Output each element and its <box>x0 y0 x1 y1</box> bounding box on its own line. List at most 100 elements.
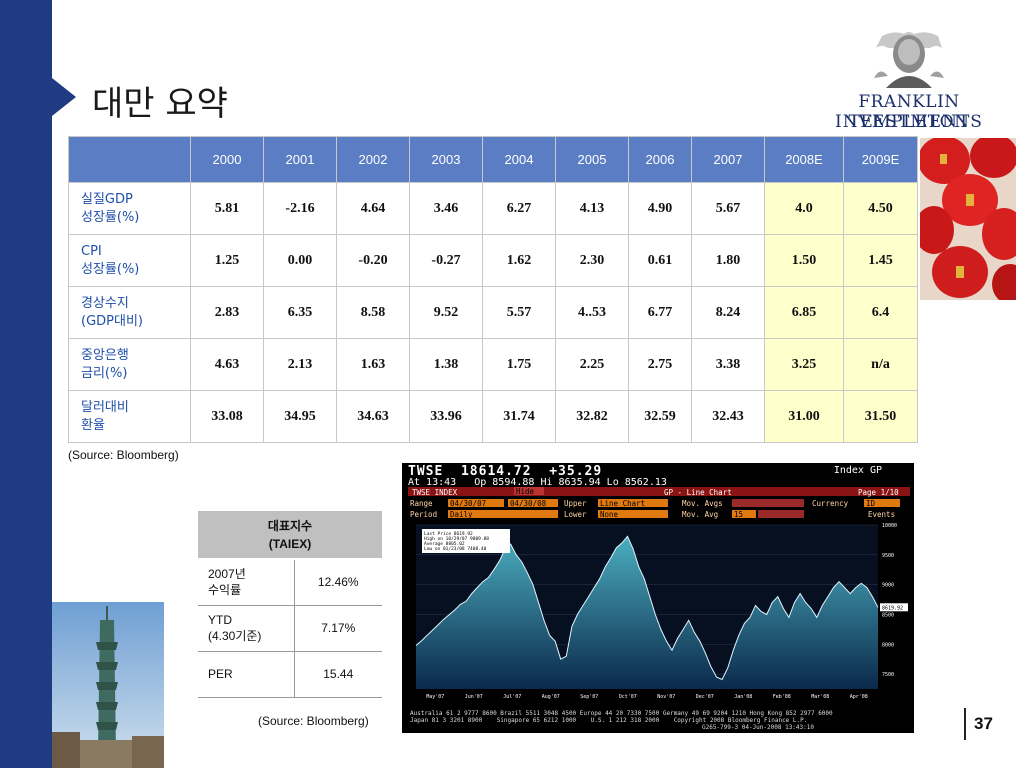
table-row: YTD (4.30기준) 7.17% <box>198 605 382 652</box>
table-cell-estimate: 6.85 <box>764 286 844 339</box>
taiex-row-label: PER <box>198 651 295 698</box>
x-tick-label: Feb'08 <box>773 694 791 700</box>
bb-period-select[interactable]: Daily <box>448 510 558 518</box>
table-cell-estimate: 4.0 <box>764 182 844 235</box>
table-row: PER 15.44 <box>198 651 382 698</box>
table-cell: -2.16 <box>263 182 337 235</box>
logo-line-2: INVESTMENTS <box>835 112 983 132</box>
chart-legend-box <box>422 529 510 553</box>
row-label: 실질GDP 성장률(%) <box>68 182 191 235</box>
x-tick-label: Nov'07 <box>657 694 675 700</box>
table-cell: 2.83 <box>190 286 264 339</box>
bb-mov-avgs-field[interactable] <box>732 499 804 507</box>
bb-range-label: Range <box>410 499 433 508</box>
bb-quote-line: At 13:43 Op 8594.88 Hi 8635.94 Lo 8562.1… <box>408 477 667 488</box>
bb-range-from[interactable]: 04/30/07 <box>448 499 504 507</box>
table-cell: 2.75 <box>628 338 692 391</box>
table-cell: 1.75 <box>482 338 556 391</box>
bb-range-to[interactable]: 04/30/08 <box>508 499 558 507</box>
x-tick-label: Jun'07 <box>465 694 483 700</box>
table-cell-estimate: 6.4 <box>843 286 918 339</box>
taiex-header-row: 대표지수 (TAIEX) <box>198 511 382 560</box>
x-tick-label: Jul'07 <box>503 694 521 700</box>
taiex-header: 대표지수 (TAIEX) <box>198 511 382 560</box>
x-tick-label: Mar'08 <box>811 694 829 700</box>
y-tick-label: 10000 <box>882 523 897 529</box>
bb-mov-avgs-label: Mov. Avgs <box>682 499 723 508</box>
table-cell: 34.63 <box>336 390 410 443</box>
year-header: 2007 <box>691 136 765 183</box>
table-cell: 0.61 <box>628 234 692 287</box>
table-header-row: 2000 2001 2002 2003 2004 2005 2006 2007 … <box>68 136 918 183</box>
table-cell-estimate: 3.25 <box>764 338 844 391</box>
page-number-separator <box>964 708 966 740</box>
bb-mov-avg-label: Mov. Avg <box>682 510 719 519</box>
x-tick-label: Jan'08 <box>734 694 752 700</box>
row-label: 경상수지 (GDP대비) <box>68 286 191 339</box>
year-header: 2008E <box>764 136 844 183</box>
source-note-top: (Source: Bloomberg) <box>68 448 179 462</box>
table-row: CPI 성장률(%) 1.25 0.00 -0.20 -0.27 1.62 2.3… <box>68 234 918 287</box>
table-cell: 1.62 <box>482 234 556 287</box>
table-cell: 3.38 <box>691 338 765 391</box>
year-header: 2000 <box>190 136 264 183</box>
taiex-row-label: 2007년 수익률 <box>198 559 295 606</box>
table-cell: 6.27 <box>482 182 556 235</box>
bb-mov-avg-field[interactable]: 15 <box>732 510 756 518</box>
table-cell: 8.58 <box>336 286 410 339</box>
row-label: CPI 성장률(%) <box>68 234 191 287</box>
bb-index-label: Index GP <box>833 465 882 476</box>
table-cell: 1.80 <box>691 234 765 287</box>
bb-lower-label: Lower <box>564 510 587 519</box>
source-note-bottom: (Source: Bloomberg) <box>258 714 369 728</box>
table-cell-estimate: 31.50 <box>843 390 918 443</box>
bb-lower-select[interactable]: None <box>598 510 668 518</box>
bb-footer-line: G265-799-3 04-Jun-2008 13:43:10 <box>702 724 814 731</box>
economic-summary-table: 2000 2001 2002 2003 2004 2005 2006 2007 … <box>68 136 918 443</box>
last-price-tag <box>880 603 908 612</box>
last-price-tag-text: 8619.92 <box>882 605 903 611</box>
taiex-summary-table: 대표지수 (TAIEX) 2007년 수익률 12.46% YTD (4.30기준) … <box>198 511 382 698</box>
legend-row: Low on 01/23/08 7408.40 <box>424 546 487 552</box>
bb-ticker-line: TWSE 18614.72 +35.29 <box>408 464 603 479</box>
bb-hide-button[interactable]: Hide <box>514 487 544 495</box>
table-cell: 32.59 <box>628 390 692 443</box>
price-area <box>416 536 878 689</box>
title-arrow-icon <box>52 78 76 116</box>
table-cell: 32.82 <box>555 390 629 443</box>
bloomberg-terminal-chart: TWSE 18614.72 +35.29 Index GP At 13:43 O… <box>402 463 914 733</box>
table-corner-cell <box>68 136 191 183</box>
table-cell: 4.13 <box>555 182 629 235</box>
taiex-line-chart: 10000 9500 9000 8500 8000 7500 May'07 Jun'07 Ju… <box>415 523 908 700</box>
franklin-portrait-icon <box>874 32 944 88</box>
table-row: 실질GDP 성장률(%) 5.81 -2.16 4.64 3.46 6.27 4.… <box>68 182 918 235</box>
taiex-row-value: 7.17% <box>294 605 382 652</box>
red-lanterns-image <box>920 138 1016 300</box>
taipei-101-photo <box>52 602 164 768</box>
x-tick-label: Sep'07 <box>580 694 598 700</box>
row-label: 달러대비 환율 <box>68 390 191 443</box>
y-tick-label: 9500 <box>882 553 894 559</box>
year-header: 2004 <box>482 136 556 183</box>
row-label: 중앙은행 금리(%) <box>68 338 191 391</box>
table-cell: 0.00 <box>263 234 337 287</box>
table-cell: 1.25 <box>190 234 264 287</box>
bb-currency-label: Currency <box>812 499 849 508</box>
table-cell: 34.95 <box>263 390 337 443</box>
table-cell: 33.08 <box>190 390 264 443</box>
y-tick-label: 8000 <box>882 642 894 648</box>
year-header: 2005 <box>555 136 629 183</box>
table-row: 경상수지 (GDP대비) 2.83 6.35 8.58 9.52 5.57 4..… <box>68 286 918 339</box>
year-header: 2006 <box>628 136 692 183</box>
table-cell-estimate: 1.45 <box>843 234 918 287</box>
bb-currency-field[interactable]: ID <box>864 499 900 507</box>
bb-upper-select[interactable]: Line Chart <box>598 499 668 507</box>
bb-period-label: Period <box>410 510 438 519</box>
table-cell: 32.43 <box>691 390 765 443</box>
page-title: 대만 요약 <box>92 84 228 124</box>
table-cell: 8.24 <box>691 286 765 339</box>
table-cell-estimate: 31.00 <box>764 390 844 443</box>
y-tick-label: 7500 <box>882 672 894 678</box>
table-cell-estimate: 1.50 <box>764 234 844 287</box>
legend-row: High on 10/29/07 9809.88 <box>424 536 489 542</box>
